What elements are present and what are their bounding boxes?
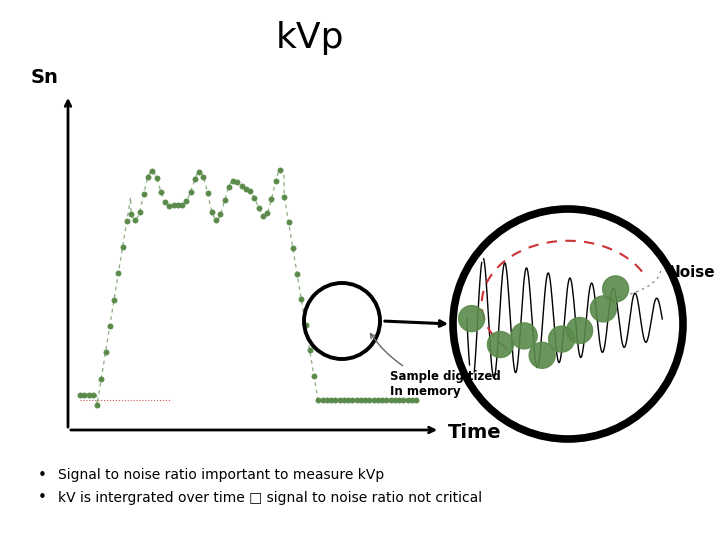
Point	[232, 178, 243, 187]
Point	[257, 211, 269, 220]
Point	[368, 396, 379, 404]
Point	[397, 396, 409, 404]
Point	[219, 195, 230, 204]
Point	[125, 210, 137, 218]
Point	[210, 215, 222, 224]
Point	[202, 189, 213, 198]
Point	[346, 396, 358, 404]
Point	[236, 182, 248, 191]
Point	[189, 175, 201, 184]
Circle shape	[590, 296, 616, 322]
Point	[138, 190, 150, 198]
Circle shape	[511, 323, 537, 349]
Point	[245, 187, 256, 195]
Point	[176, 200, 188, 209]
Point	[215, 210, 226, 219]
Point	[338, 396, 350, 404]
Point	[359, 396, 371, 404]
Point	[321, 396, 333, 404]
Point	[377, 396, 388, 404]
Point	[108, 295, 120, 304]
Point	[198, 173, 210, 181]
Point	[406, 396, 418, 404]
Point	[372, 396, 384, 404]
Point	[78, 390, 90, 399]
Point	[253, 204, 264, 212]
Point	[181, 197, 192, 205]
Point	[308, 372, 320, 381]
Point	[274, 165, 286, 174]
Circle shape	[567, 318, 593, 343]
Point	[143, 173, 154, 181]
Point	[96, 374, 107, 383]
Point	[266, 195, 277, 204]
Point	[121, 217, 132, 225]
Text: kVp: kVp	[276, 21, 344, 55]
Point	[83, 390, 94, 399]
Point	[300, 321, 311, 329]
Point	[270, 177, 282, 185]
Circle shape	[487, 332, 513, 357]
Point	[287, 244, 299, 252]
Point	[185, 187, 197, 196]
Text: •: •	[38, 490, 47, 505]
Circle shape	[459, 306, 485, 332]
Point	[364, 396, 375, 404]
Circle shape	[603, 276, 629, 302]
Point	[312, 396, 324, 404]
Text: •: •	[38, 468, 47, 483]
Point	[194, 168, 205, 177]
Circle shape	[453, 209, 683, 439]
Point	[159, 198, 171, 206]
Point	[74, 390, 86, 399]
Text: Signal to noise ratio important to measure kVp: Signal to noise ratio important to measu…	[58, 468, 384, 482]
Point	[402, 396, 413, 404]
Point	[385, 396, 397, 404]
Point	[163, 201, 175, 210]
Point	[325, 396, 337, 404]
Point	[91, 401, 103, 409]
Point	[223, 183, 235, 191]
Point	[112, 269, 124, 278]
Point	[172, 200, 184, 209]
Point	[134, 207, 145, 216]
Point	[168, 201, 179, 210]
Point	[104, 322, 115, 330]
Point	[261, 209, 273, 218]
Text: Time: Time	[448, 422, 502, 442]
Text: Noise: Noise	[668, 265, 716, 280]
Point	[100, 348, 112, 356]
Point	[283, 218, 294, 226]
Point	[410, 396, 422, 404]
Point	[295, 295, 307, 303]
Point	[150, 174, 162, 183]
Point	[147, 167, 158, 176]
Text: Sample digitized
In memory: Sample digitized In memory	[370, 334, 500, 398]
Point	[87, 390, 99, 399]
Point	[389, 396, 400, 404]
Point	[351, 396, 362, 404]
Point	[130, 215, 141, 224]
Circle shape	[549, 326, 575, 352]
Point	[155, 187, 166, 196]
Point	[279, 192, 290, 201]
Point	[381, 396, 392, 404]
Point	[355, 396, 366, 404]
Point	[117, 243, 128, 252]
Point	[228, 177, 239, 185]
Point	[206, 207, 217, 216]
Text: Sn: Sn	[30, 68, 58, 87]
Text: kV is intergrated over time □ signal to noise ratio not critical: kV is intergrated over time □ signal to …	[58, 491, 482, 505]
Point	[304, 346, 315, 355]
Point	[334, 396, 346, 404]
Point	[292, 269, 303, 278]
Circle shape	[529, 342, 555, 368]
Point	[240, 184, 252, 193]
Point	[317, 396, 328, 404]
Point	[393, 396, 405, 404]
Point	[330, 396, 341, 404]
Point	[248, 194, 260, 202]
Point	[342, 396, 354, 404]
